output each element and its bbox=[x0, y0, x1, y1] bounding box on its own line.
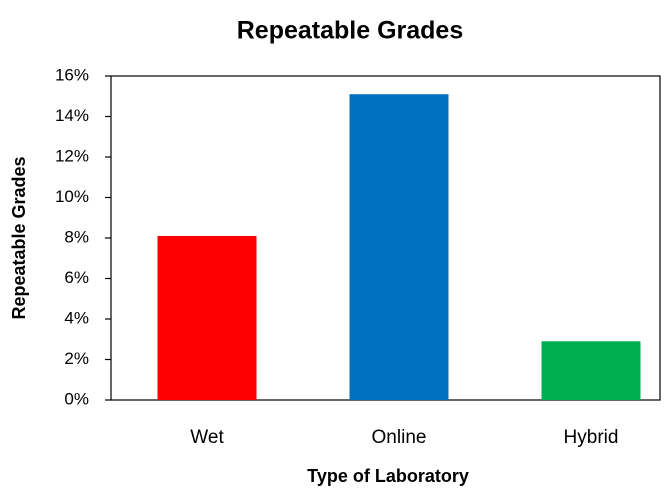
y-tick-label: 6% bbox=[64, 268, 89, 287]
bar bbox=[349, 94, 449, 400]
y-tick-label: 16% bbox=[55, 65, 89, 84]
x-tick-label: Hybrid bbox=[564, 427, 619, 448]
bar bbox=[541, 341, 641, 400]
y-tick-label: 8% bbox=[64, 227, 89, 246]
chart-title: Repeatable Grades bbox=[237, 17, 464, 45]
y-tick-label: 14% bbox=[55, 106, 89, 125]
y-tick-label: 2% bbox=[64, 349, 89, 368]
x-tick-label: Online bbox=[372, 427, 427, 448]
y-tick-label: 4% bbox=[64, 308, 89, 327]
x-axis-title: Type of Laboratory bbox=[307, 466, 469, 486]
bar bbox=[157, 235, 257, 400]
y-axis-title: Repeatable Grades bbox=[9, 156, 29, 319]
y-tick-label: 10% bbox=[55, 187, 89, 206]
x-tick-label: Wet bbox=[190, 427, 224, 448]
y-tick-label: 0% bbox=[64, 389, 89, 408]
y-tick-label: 12% bbox=[55, 146, 89, 165]
